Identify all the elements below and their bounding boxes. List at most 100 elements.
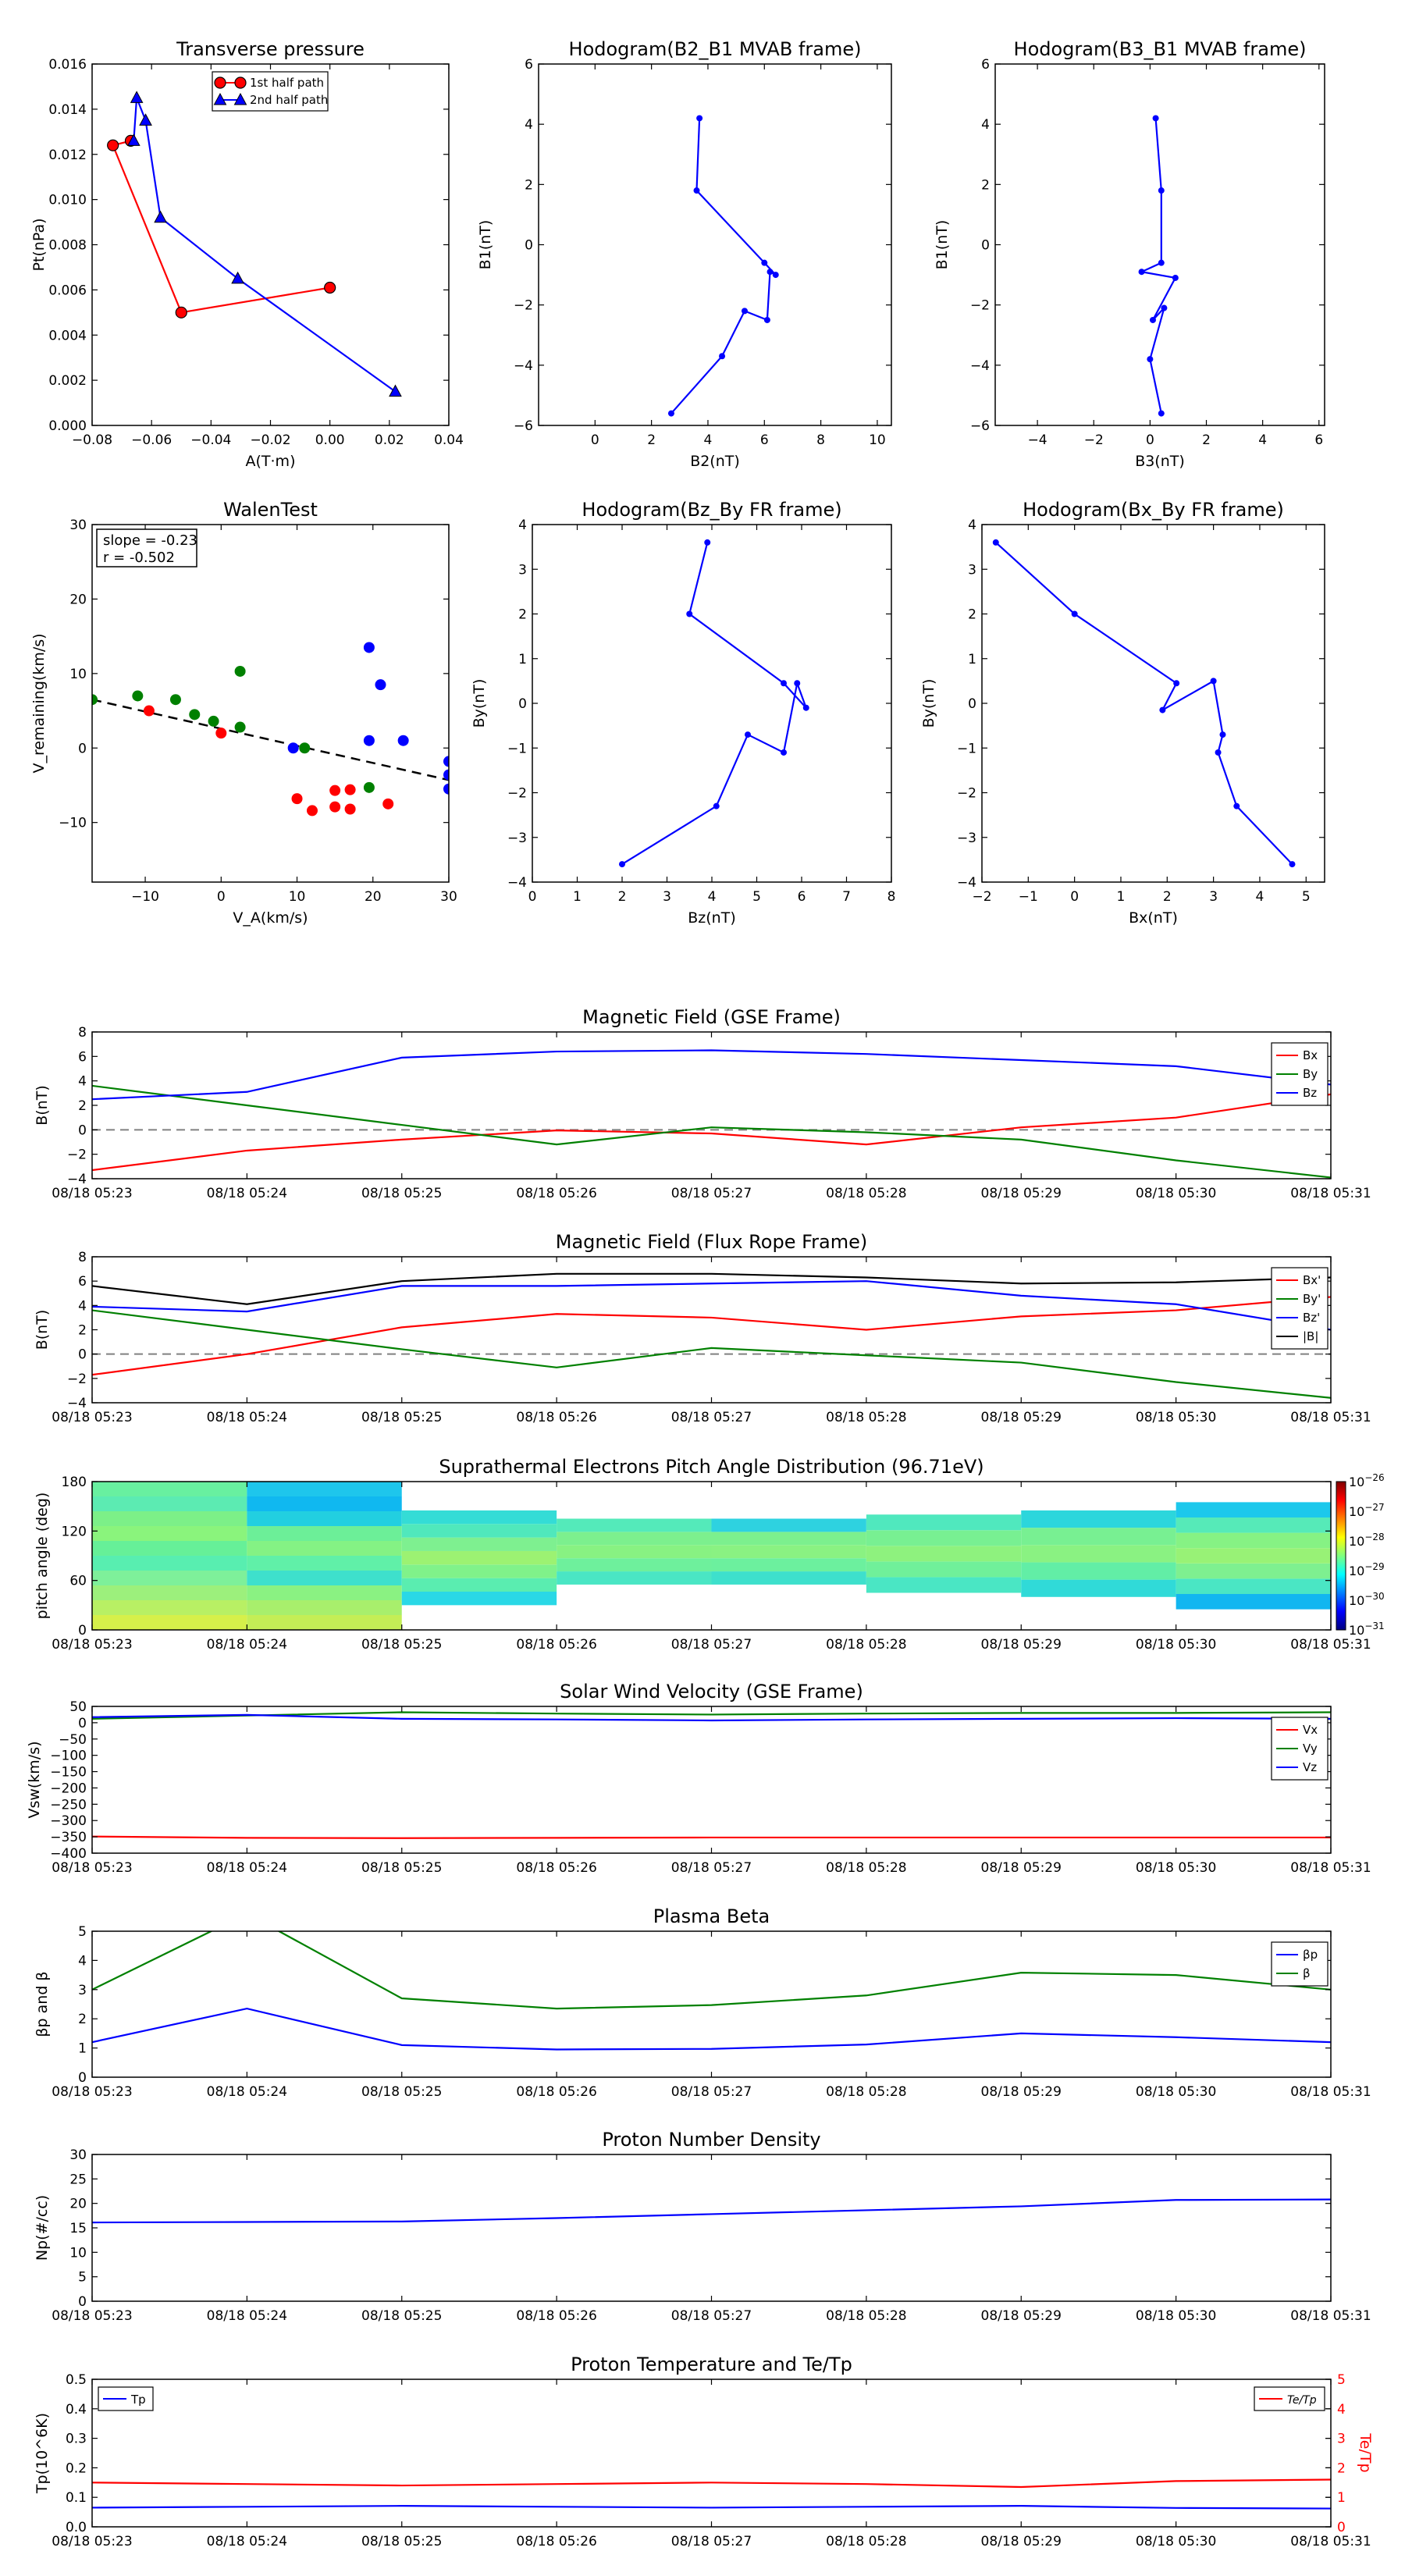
h4-series-0-point: [1173, 680, 1180, 687]
np-time-tick-label: 08/18 05:29: [981, 2308, 1062, 2324]
bgse-y-axis-label: B(nT): [34, 1085, 51, 1126]
h2-series-0-point: [1161, 304, 1168, 311]
h1-y-tick-label: −6: [514, 418, 533, 434]
bfr-y-tick-label: 2: [78, 1323, 87, 1339]
walen-y-tick-label: 0: [78, 741, 87, 756]
h3-series-0-point: [781, 749, 787, 756]
pad-cell: [247, 1571, 402, 1585]
np-plot-frame: [91, 2154, 1332, 2302]
pad-cell: [92, 1511, 247, 1526]
h4-series-0-line: [995, 542, 1293, 865]
beta-y-tick-label: 0: [78, 2070, 87, 2086]
pad-cell: [92, 1556, 247, 1571]
np-y-tick-label: 15: [69, 2221, 87, 2236]
h3-x-tick-label: 8: [887, 889, 896, 905]
temp-title: Proton Temperature and Te/Tp: [571, 2354, 852, 2375]
h2-x-tick-label: 2: [1202, 432, 1211, 448]
walen-fit-line: [92, 699, 449, 781]
pad-cell: [866, 1561, 1022, 1578]
tp-series-0-point: [107, 139, 119, 151]
vsw-y-tick-label: −50: [59, 1732, 87, 1748]
walen-x-tick-label: 0: [217, 889, 226, 905]
beta-chart: Plasma Beta 0 1 2 3 4 5 08/18 05:23 08/18 05:24 0…: [34, 1905, 1371, 2100]
h2-x-tick-label: 4: [1258, 432, 1267, 448]
h1-series-0-line: [670, 118, 777, 415]
tp-legend-label: 1st half path: [250, 76, 324, 90]
temp-y2-tick-label: 0: [1337, 2520, 1346, 2535]
temp-y2-tick-label: 3: [1337, 2432, 1346, 2447]
bfr-plot-frame: [91, 1256, 1332, 1404]
pad-cell: [1021, 1528, 1176, 1546]
np-series-0-line: [92, 2198, 1331, 2224]
walen-series-1-point: [208, 715, 219, 727]
beta-time-tick-label: 08/18 05:27: [671, 2084, 752, 2100]
h4-y-tick-label: −1: [957, 741, 976, 756]
h4-x-tick-label: 4: [1256, 889, 1264, 905]
pad-colorbar: [1336, 1481, 1346, 1631]
vsw-time-tick-label: 08/18 05:25: [361, 1860, 442, 1876]
beta-y-tick-label: 5: [78, 1924, 87, 1940]
h4-y-tick-label: −2: [957, 786, 976, 802]
pad-y-tick-label: 180: [62, 1475, 87, 1490]
h4-x-tick-label: 2: [1163, 889, 1172, 905]
tp-series-1-point: [126, 133, 140, 146]
bgse-time-tick-label: 08/18 05:29: [981, 1186, 1062, 1201]
h1-x-tick-label: 10: [869, 432, 886, 448]
pad-time-tick-label: 08/18 05:24: [207, 1637, 287, 1653]
beta-y-tick-label: 2: [78, 2012, 87, 2027]
h3-x-tick-label: 7: [842, 889, 851, 905]
h4-plot-frame: [981, 524, 1325, 883]
pad-cell: [1021, 1510, 1176, 1528]
pad-cell: [92, 1615, 247, 1630]
walen-y-axis-label: V_remaining(km/s): [30, 633, 48, 773]
walen-x-tick-label: −10: [131, 889, 159, 905]
temp-y-tick-label: 0.4: [66, 2402, 87, 2418]
temp-legend-right-label: Te/Tp: [1287, 2394, 1317, 2407]
bgse-legend-label: Bx: [1303, 1048, 1318, 1062]
tp-y-tick-label: 0.002: [48, 373, 87, 389]
pad-cell: [1176, 1532, 1331, 1549]
beta-time-tick-label: 08/18 05:24: [207, 2084, 287, 2100]
pad-cell: [92, 1600, 247, 1615]
beta-time-tick-label: 08/18 05:29: [981, 2084, 1062, 2100]
pad-cell: [247, 1482, 402, 1496]
pad-cell: [711, 1545, 866, 1559]
h1-chart: Hodogram(B2_B1 MVAB frame) −6 −4 −2 0 2 4 6 0 2 4 6…: [477, 38, 892, 470]
h3-y-tick-label: −2: [507, 786, 527, 802]
temp-y-tick-label: 0.1: [66, 2490, 87, 2506]
tp-y-tick-label: 0.000: [48, 418, 87, 434]
walen-series-1-point: [189, 709, 201, 720]
walen-y-tick-label: 10: [69, 667, 87, 682]
beta-series-0-line: [92, 2007, 1331, 2051]
pad-cell: [247, 1526, 402, 1541]
walen-series-2-point: [443, 769, 449, 781]
h1-series-0-point: [667, 410, 674, 417]
bgse-plot-area: [92, 1049, 1331, 1179]
pad-cell: [557, 1571, 712, 1585]
pad-cell: [1176, 1502, 1331, 1517]
np-time-tick-label: 08/18 05:31: [1290, 2308, 1371, 2324]
np-time-tick-label: 08/18 05:27: [671, 2308, 752, 2324]
h4-series-0-point: [1071, 610, 1078, 617]
bgse-y-tick-label: 0: [78, 1123, 87, 1138]
pad-cell: [1176, 1517, 1331, 1533]
h3-series-0-point: [704, 539, 711, 546]
h1-series-0-point: [772, 272, 779, 279]
bgse-time-tick-label: 08/18 05:24: [207, 1186, 287, 1201]
tp-y-tick-label: 0.016: [48, 57, 87, 73]
h2-series-0-point: [1138, 269, 1145, 276]
h1-x-tick-label: 8: [816, 432, 825, 448]
h3-series-0-point: [619, 861, 625, 868]
walen-y-tick-label: 20: [69, 592, 87, 607]
beta-time-tick-label: 08/18 05:30: [1136, 2084, 1216, 2100]
h2-plot-area: [1138, 115, 1179, 417]
pad-colorbar-tick-label: 10−30: [1349, 1591, 1385, 1608]
pad-cell: [92, 1585, 247, 1600]
h3-x-axis-label: Bz(nT): [688, 909, 735, 927]
h1-plot-frame: [538, 63, 892, 426]
bfr-series-0-line: [92, 1296, 1331, 1376]
vsw-time-tick-label: 08/18 05:23: [52, 1860, 132, 1876]
h1-x-tick-label: 0: [591, 432, 599, 448]
temp-time-tick-label: 08/18 05:26: [516, 2534, 596, 2549]
bgse-legend-label: Bz: [1303, 1086, 1317, 1100]
